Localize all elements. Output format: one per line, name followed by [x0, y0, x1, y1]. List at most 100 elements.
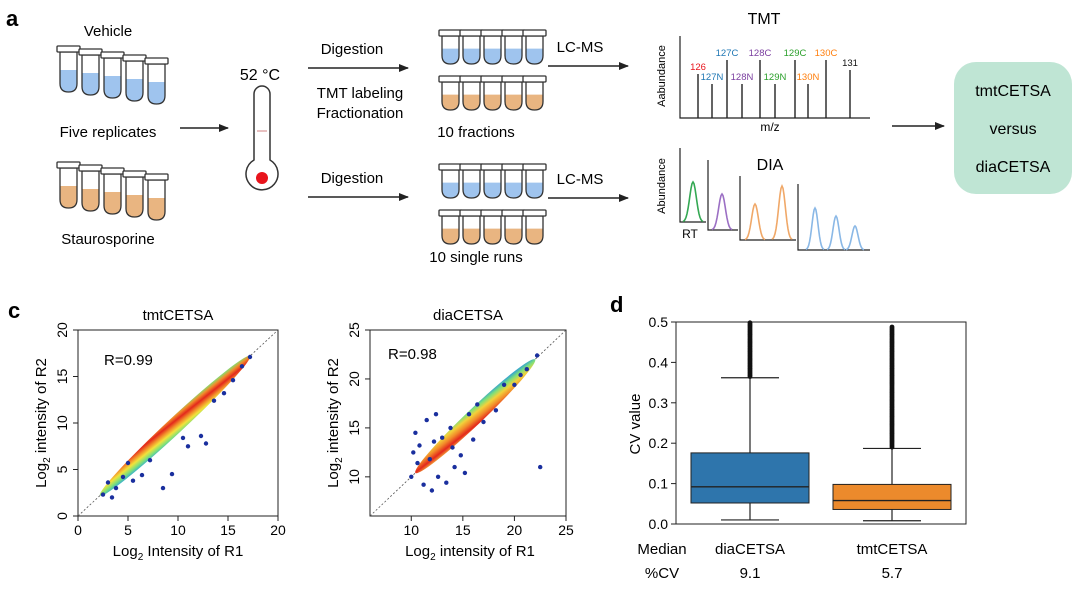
- tube-5: [522, 163, 547, 199]
- result-line-2: versus: [989, 121, 1036, 138]
- scatter-point: [501, 382, 507, 387]
- tube-body: [441, 35, 460, 65]
- scatter-point: [450, 445, 455, 450]
- y-tick-label: 0.0: [649, 516, 669, 532]
- scatter-point: [125, 460, 131, 466]
- tube-body: [525, 215, 544, 245]
- tube-body: [504, 169, 523, 199]
- tube-body: [483, 35, 502, 65]
- scatter-right-density: [415, 359, 536, 474]
- box-iqr: [832, 483, 952, 510]
- x-tick-label: 20: [270, 522, 286, 538]
- tube-cap: [459, 163, 484, 171]
- tube-liquid: [526, 182, 543, 198]
- scatter-left-xlabel: Log2 Intensity of R1: [113, 543, 244, 563]
- tube-cap: [122, 54, 147, 62]
- scatter-point: [230, 378, 236, 383]
- y-tick-label: 0.5: [649, 314, 669, 330]
- density-band: [415, 359, 536, 474]
- tube-cap: [78, 164, 103, 172]
- tube-body: [483, 81, 502, 111]
- boxplot-frame: [675, 321, 967, 525]
- dia-axes-4: [797, 184, 870, 251]
- tube-2: [459, 75, 484, 111]
- scatter-point: [130, 478, 136, 483]
- scatter-point: [409, 474, 414, 479]
- tmt-peaks: 126 127C 128C 129C 130C 131 127N 128N 129N 130N: [690, 48, 858, 118]
- scatter-point: [139, 472, 145, 478]
- tube-body: [462, 169, 481, 199]
- lcms-bottom-label: LC-MS: [557, 171, 604, 188]
- scatter-point: [524, 367, 529, 372]
- tmt-label-130N: 130N: [797, 72, 820, 83]
- scatter-point: [431, 439, 437, 444]
- tube-liquid: [442, 48, 459, 64]
- tube-1: [56, 45, 81, 93]
- dia-peak-orange-2: [771, 183, 793, 240]
- tube-cap: [522, 209, 547, 217]
- y-tick-label: 20: [54, 322, 70, 338]
- scatter-right-title: diaCETSA: [433, 307, 503, 324]
- y-tick-label: 0.3: [649, 395, 669, 411]
- tube-body: [441, 215, 460, 245]
- tube-5: [144, 173, 169, 221]
- dia-peak-blue-1: [805, 206, 825, 251]
- tube-body: [147, 63, 166, 105]
- boxplot-yticks: 0.0 0.1 0.2 0.3 0.4 0.5: [649, 314, 676, 532]
- tube-body: [504, 35, 523, 65]
- single-run-tubes: [438, 163, 547, 245]
- dia-ylabel: Abundance: [656, 158, 668, 214]
- scatter-left-title: tmtCETSA: [143, 307, 214, 324]
- tube-body: [441, 169, 460, 199]
- scatter-point: [239, 364, 245, 369]
- tube-cap: [522, 75, 547, 83]
- tube-5: [522, 29, 547, 65]
- y-tick-label: 0.1: [649, 476, 669, 492]
- tube-body: [462, 81, 481, 111]
- scatter-point: [440, 435, 445, 440]
- top-step-digestion: Digestion: [321, 41, 384, 58]
- fraction-tubes: [438, 29, 547, 111]
- scatter-point: [518, 372, 523, 378]
- median-label: Median: [637, 541, 686, 558]
- temperature-label: 52 °C: [240, 67, 280, 84]
- tmt-title: TMT: [748, 11, 781, 28]
- scatter-point: [493, 408, 499, 413]
- tube-body: [525, 169, 544, 199]
- tube-3: [480, 29, 505, 65]
- tube-4: [501, 75, 526, 111]
- scatter-right-xlabel: Log2 intensity of R1: [405, 543, 535, 563]
- scatter-point: [180, 435, 186, 441]
- box-iqr: [690, 452, 810, 504]
- tube-cap: [100, 167, 125, 175]
- tube-liquid: [463, 48, 480, 64]
- tube-body: [125, 176, 144, 218]
- density-band: [99, 355, 251, 496]
- top-step-tmt: TMT labeling: [317, 85, 403, 102]
- boxplot-ylabel: CV value: [627, 394, 644, 455]
- tube-liquid: [148, 82, 165, 104]
- tube-liquid: [505, 228, 522, 244]
- scatter-left-r: R=0.99: [104, 352, 153, 369]
- tube-body: [147, 179, 166, 221]
- scatter-point: [462, 470, 468, 476]
- scatter-point: [481, 419, 486, 425]
- tube-cap: [438, 29, 463, 37]
- tube-1: [438, 75, 463, 111]
- tube-4: [122, 170, 147, 218]
- scatter-right-r: R=0.98: [388, 346, 437, 363]
- tmt-label-130C: 130C: [815, 48, 838, 59]
- tube-1: [438, 163, 463, 199]
- tmt-label-131: 131: [842, 58, 858, 69]
- tube-cap: [522, 163, 547, 171]
- tmt-label-129C: 129C: [784, 48, 807, 59]
- median-cv-tmtCETSA: 5.7: [882, 565, 903, 582]
- scatter-point: [475, 402, 480, 407]
- tube-body: [525, 81, 544, 111]
- tube-liquid: [104, 76, 121, 98]
- tube-liquid: [484, 228, 501, 244]
- median-cv-diaCETSA: 9.1: [740, 565, 761, 582]
- scatter-point: [247, 354, 253, 360]
- scatter-right-points: [409, 353, 543, 493]
- tube-cap: [480, 209, 505, 217]
